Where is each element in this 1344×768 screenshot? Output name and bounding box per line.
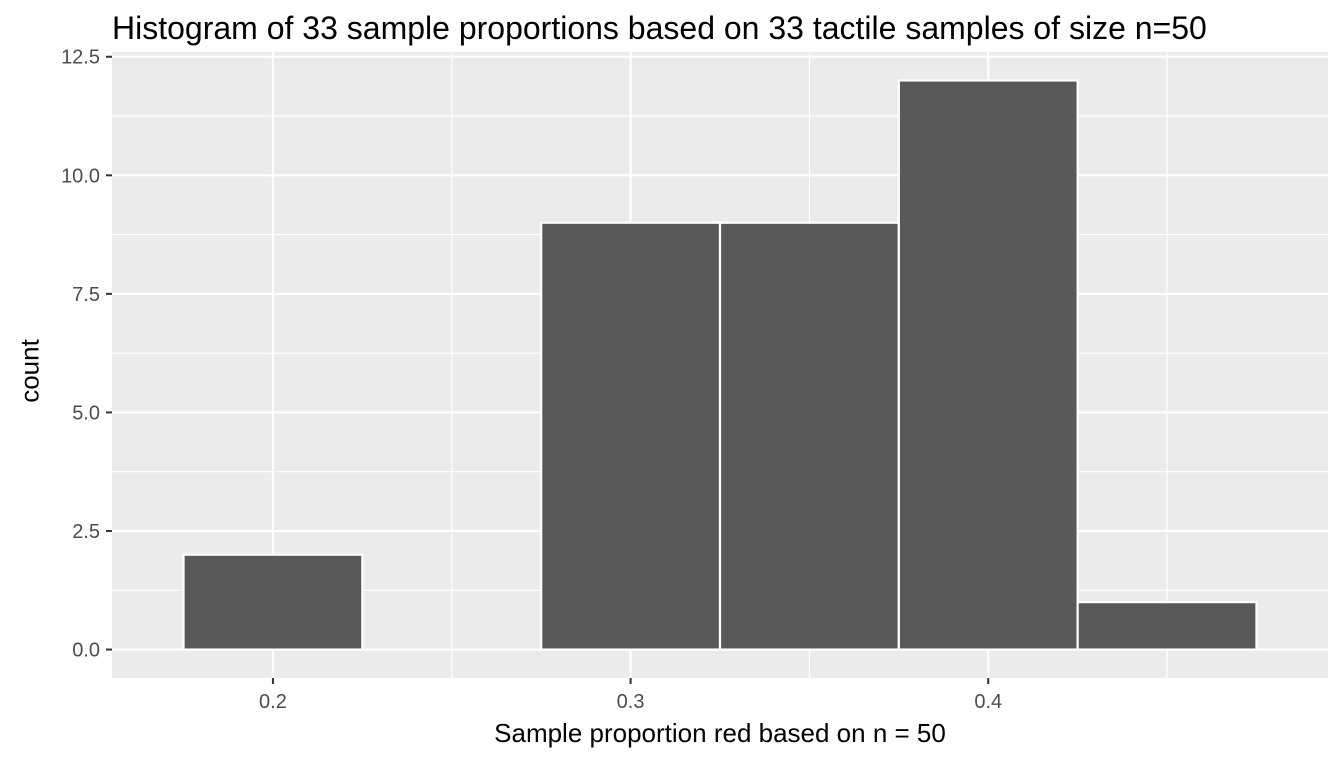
x-tick-label: 0.3: [617, 691, 645, 713]
y-tick-label: 0.0: [72, 640, 100, 662]
histogram-bar-5: [897, 79, 1079, 651]
y-tick-label: 10.0: [61, 165, 100, 187]
histogram-bar-6: [1076, 601, 1258, 651]
histogram-bar-3: [540, 221, 722, 651]
histogram-bars: [182, 79, 1258, 651]
chart-title: Histogram of 33 sample proportions based…: [112, 10, 1207, 46]
histogram-bar-4: [718, 221, 900, 651]
y-axis-label: count: [14, 339, 45, 403]
y-tick-label: 2.5: [72, 521, 100, 543]
x-tick-label: 0.2: [259, 691, 287, 713]
axis-ticks: 0.0 2.5 5.0 7.5 10.0 12.5 0.2 0.3 0.4: [61, 47, 1002, 713]
x-tick-label: 0.4: [974, 691, 1002, 713]
histogram-bar-1: [182, 553, 364, 651]
x-axis-label: Sample proportion red based on n = 50: [494, 718, 946, 748]
y-tick-label: 12.5: [61, 47, 100, 69]
y-tick-label: 5.0: [72, 402, 100, 424]
y-tick-label: 7.5: [72, 284, 100, 306]
